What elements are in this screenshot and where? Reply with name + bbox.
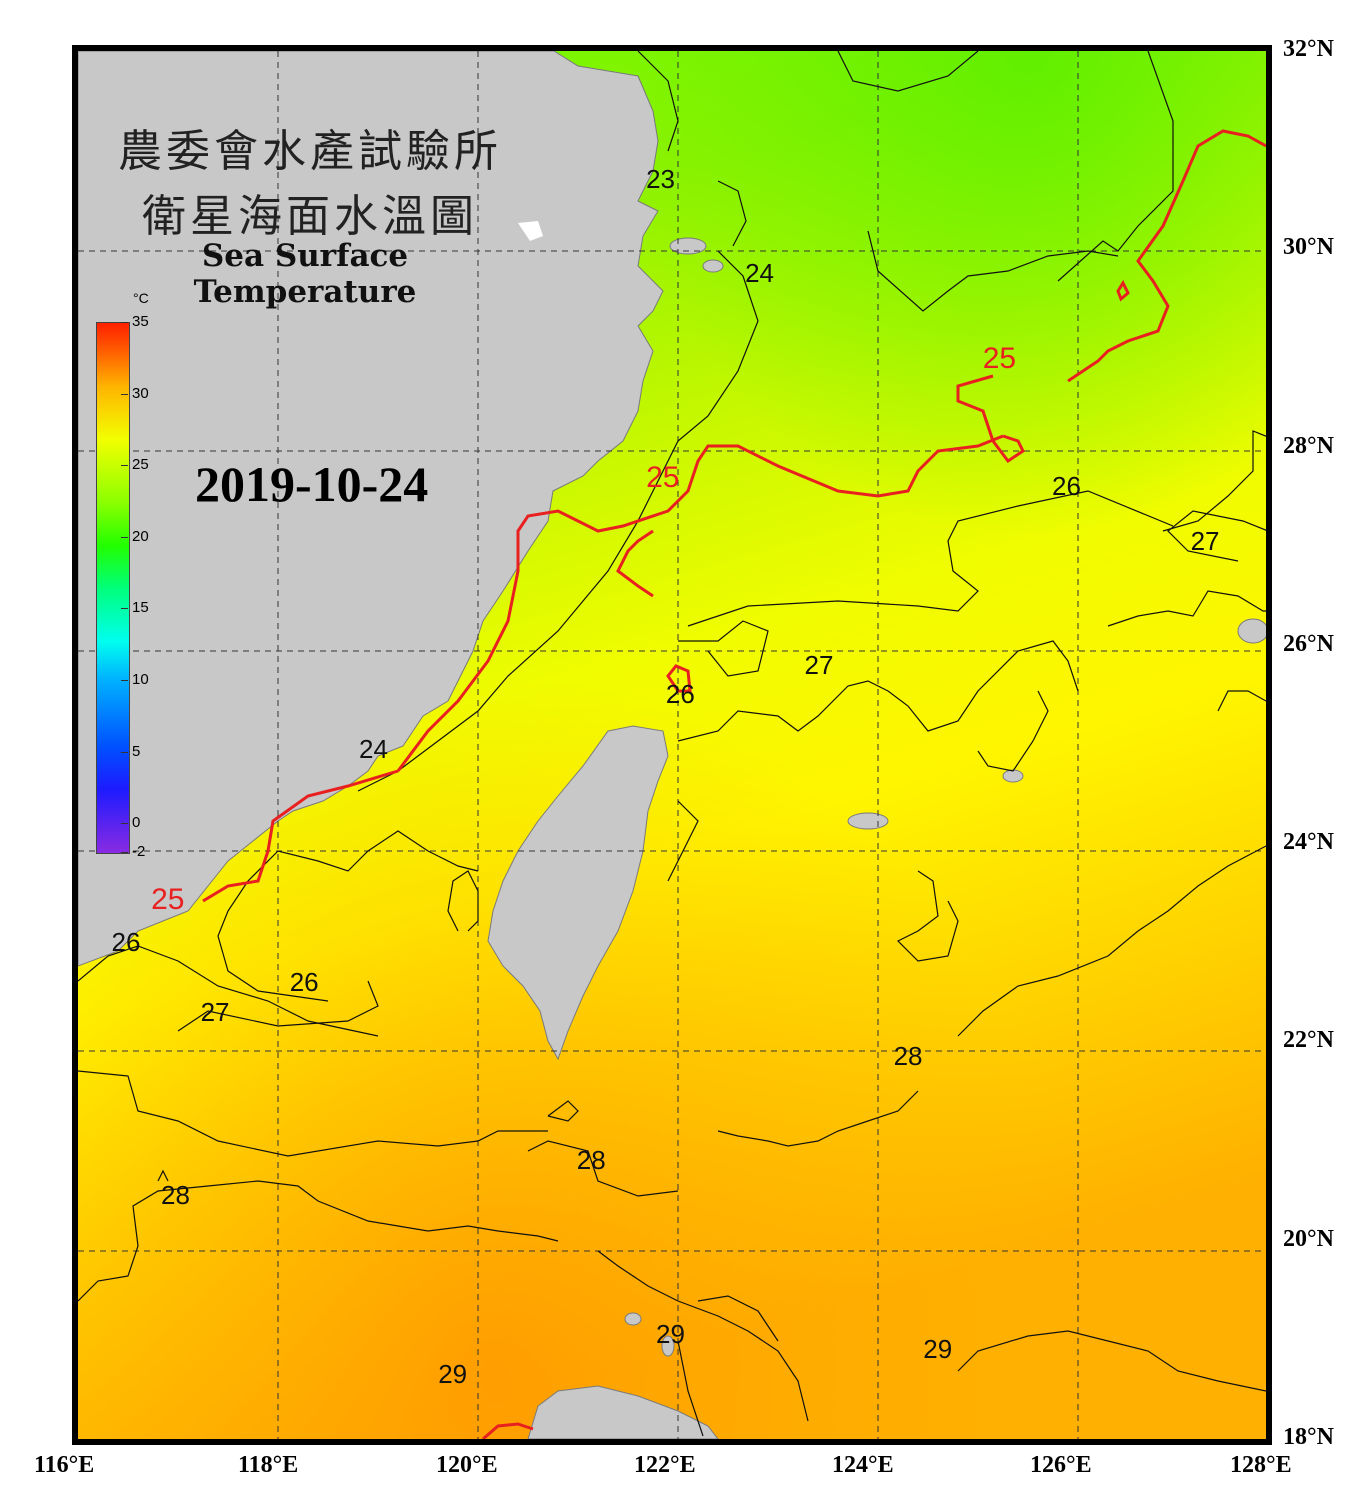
contour-label: 26 [1052, 471, 1081, 502]
latitude-label: 22°N [1283, 1027, 1334, 1054]
island [702, 259, 724, 273]
colorbar-label: 25 [132, 456, 149, 474]
contour-label: 26 [289, 966, 319, 997]
contour-label: 29 [656, 1318, 685, 1349]
colorbar-label: 35 [132, 313, 149, 330]
latitude-label: 18°N [1283, 1424, 1334, 1450]
contour-label: 26 [111, 927, 141, 958]
colorbar-label: 15 [132, 599, 149, 617]
colorbar-tick [121, 823, 128, 825]
colorbar-tick [121, 465, 128, 467]
contour-label: 29 [438, 1358, 468, 1389]
contour-label: 27 [804, 649, 834, 680]
colorbar-tick [121, 680, 128, 682]
latitude-label: 28°N [1283, 432, 1334, 459]
colorbar-label: 0 [132, 814, 141, 832]
graticule [78, 51, 1266, 1439]
isotherm-25 [202, 129, 1266, 1439]
contour-label: 28 [161, 1180, 190, 1211]
sst-map [72, 45, 1272, 1445]
contour-label: 27 [200, 996, 230, 1027]
longitude-label: 124°E [832, 1452, 894, 1478]
title-english: Sea Surface Temperature [193, 238, 417, 310]
longitude-label: 128°E [1230, 1452, 1292, 1478]
colorbar-tick [121, 322, 128, 323]
colorbar-label: 5 [132, 742, 141, 760]
island [847, 812, 889, 830]
colorbar-tick [121, 536, 128, 538]
latitude-label: 24°N [1283, 829, 1334, 856]
contour-label: 29 [923, 1333, 953, 1364]
colorbar-label: 30 [132, 384, 149, 402]
colorbar [96, 322, 130, 854]
island [1002, 769, 1024, 783]
luzon [527, 1385, 719, 1439]
contour-label: 23 [646, 163, 676, 194]
colorbar-unit: °C [133, 290, 149, 306]
longitude-label: 120°E [436, 1452, 498, 1478]
latitude-label: 26°N [1283, 630, 1334, 657]
river-mouth [518, 221, 543, 241]
sst-map-canvas [78, 51, 1266, 1439]
island [661, 1335, 675, 1357]
longitude-label: 116°E [34, 1452, 95, 1478]
colorbar-label: 10 [132, 671, 149, 689]
longitude-label: 126°E [1030, 1452, 1092, 1478]
colorbar-tick [121, 852, 128, 853]
contour-label: 24 [745, 258, 775, 289]
contour-label: 25 [151, 882, 185, 916]
latitude-label: 30°N [1283, 234, 1334, 261]
colorbar-label: 20 [132, 527, 149, 545]
longitude-label: 118°E [238, 1452, 299, 1478]
contour-label: 28 [576, 1145, 606, 1176]
island [624, 1312, 642, 1326]
contour-label: 27 [1190, 525, 1220, 556]
island [1237, 618, 1266, 644]
contour-label: 26 [665, 679, 695, 710]
colorbar-tick [121, 608, 128, 610]
mainland-china [78, 51, 664, 967]
latitude-label: 32°N [1283, 36, 1334, 62]
title-chinese-line2: 衛星海面水溫圖 [142, 191, 478, 242]
island [669, 237, 707, 255]
contour-label: 28 [893, 1041, 923, 1072]
map-date: 2019-10-24 [195, 456, 429, 512]
contour-label: 24 [359, 733, 388, 764]
colorbar-label: -2 [132, 843, 146, 860]
contour-label: 25 [646, 461, 680, 495]
isotherms [78, 51, 1266, 1437]
contour-label: 25 [982, 342, 1017, 376]
colorbar-tick [121, 751, 128, 753]
latitude-label: 20°N [1283, 1225, 1334, 1252]
longitude-label: 122°E [634, 1452, 696, 1478]
title-chinese-line1: 農委會水產試驗所 [118, 126, 502, 177]
colorbar-tick [121, 393, 128, 395]
